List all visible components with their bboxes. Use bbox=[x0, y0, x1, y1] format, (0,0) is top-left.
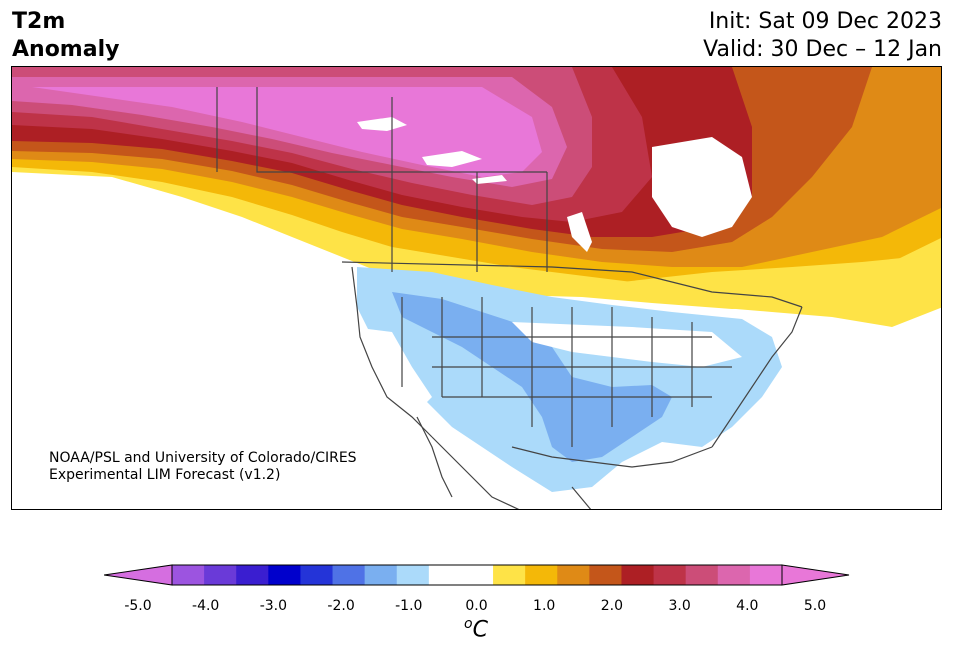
hudson-bay bbox=[652, 137, 752, 237]
colorbar-tick-label: 3.0 bbox=[668, 598, 691, 614]
colorbar-outline bbox=[171, 564, 783, 586]
band-yellow-ne bbox=[622, 252, 941, 327]
colorbar-extend-high bbox=[781, 564, 850, 586]
colorbar bbox=[104, 564, 850, 586]
colorbar-bin bbox=[236, 565, 269, 585]
colorbar-tick-label: 2.0 bbox=[600, 598, 624, 614]
colorbar-bin bbox=[364, 565, 398, 585]
colorbar-bin bbox=[332, 565, 366, 585]
map-title: T2m Anomaly bbox=[12, 8, 119, 64]
gulf-coast bbox=[511, 446, 713, 468]
us-state-lines bbox=[401, 297, 732, 447]
colorbar-tick-label: -1.0 bbox=[395, 598, 423, 614]
colorbar-bin bbox=[685, 565, 719, 585]
credit-text: NOAA/PSL and University of Colorado/CIRE… bbox=[49, 450, 357, 484]
colorbar-bin bbox=[300, 565, 334, 585]
colorbar-tick-label: 0.0 bbox=[465, 598, 488, 614]
mexico-coast bbox=[431, 436, 592, 509]
great-bear-lake bbox=[357, 117, 407, 131]
colorbar-ticks: -5.0 -4.0 -3.0 -2.0 -1.0 0.0 1.0 2.0 3.0 4.0 5.0 bbox=[0, 598, 953, 618]
lake-athabasca bbox=[472, 175, 507, 184]
colorbar-bin bbox=[749, 565, 783, 585]
init-date: Init: Sat 09 Dec 2023 bbox=[708, 9, 942, 34]
unit-degree: o bbox=[464, 616, 473, 632]
baja bbox=[416, 416, 453, 498]
east-coast bbox=[711, 306, 803, 448]
title-line2: Anomaly bbox=[12, 37, 120, 62]
lake-winnipeg bbox=[567, 212, 592, 252]
colorbar-tick-label: -3.0 bbox=[259, 598, 288, 614]
credit-line1: NOAA/PSL and University of Colorado/CIRE… bbox=[49, 450, 357, 466]
colorbar-tick-label: -4.0 bbox=[192, 598, 220, 614]
colorbar-bin bbox=[493, 565, 526, 585]
valid-date: Valid: 30 Dec – 12 Jan bbox=[703, 37, 942, 62]
colorbar-bin bbox=[204, 565, 237, 585]
colorbar-tick-label: 4.0 bbox=[736, 598, 759, 614]
forecast-dates: Init: Sat 09 Dec 2023 Valid: 30 Dec – 12… bbox=[703, 8, 942, 64]
colorbar-tick-label: -2.0 bbox=[327, 598, 355, 614]
colorbar-tick-label: 5.0 bbox=[803, 598, 827, 614]
colorbar-bin bbox=[268, 565, 301, 585]
great-slave-lake bbox=[422, 151, 482, 167]
band-magenta bbox=[32, 87, 542, 177]
colorbar-bin bbox=[589, 565, 622, 585]
credit-line2: Experimental LIM Forecast (v1.2) bbox=[49, 467, 281, 483]
west-coast bbox=[351, 266, 433, 438]
title-line1: T2m bbox=[12, 9, 66, 34]
colorbar-extend-low bbox=[104, 564, 173, 586]
band-white-mid bbox=[512, 322, 742, 367]
map-svg bbox=[12, 67, 941, 509]
province-line-4 bbox=[256, 87, 547, 173]
colorbar-bin bbox=[653, 565, 687, 585]
colorbar-tick-label: -5.0 bbox=[124, 598, 152, 614]
anomaly-map bbox=[11, 66, 942, 510]
colorbar-bin bbox=[717, 565, 751, 585]
colorbar-bin bbox=[396, 565, 430, 585]
band-white-west bbox=[352, 327, 432, 417]
colorbar-unit: oC bbox=[464, 616, 488, 642]
us-canada-border bbox=[341, 261, 803, 308]
colorbar-bin bbox=[525, 565, 558, 585]
colorbar-tick-label: 1.0 bbox=[533, 598, 556, 614]
colorbar-bin bbox=[172, 565, 205, 585]
unit-letter: C bbox=[472, 617, 488, 643]
colorbar-bin bbox=[557, 565, 590, 585]
colorbar-bin bbox=[428, 565, 462, 585]
colorbar-bin bbox=[621, 565, 655, 585]
colorbar-bin bbox=[460, 565, 494, 585]
colorbar-bins bbox=[172, 565, 783, 585]
